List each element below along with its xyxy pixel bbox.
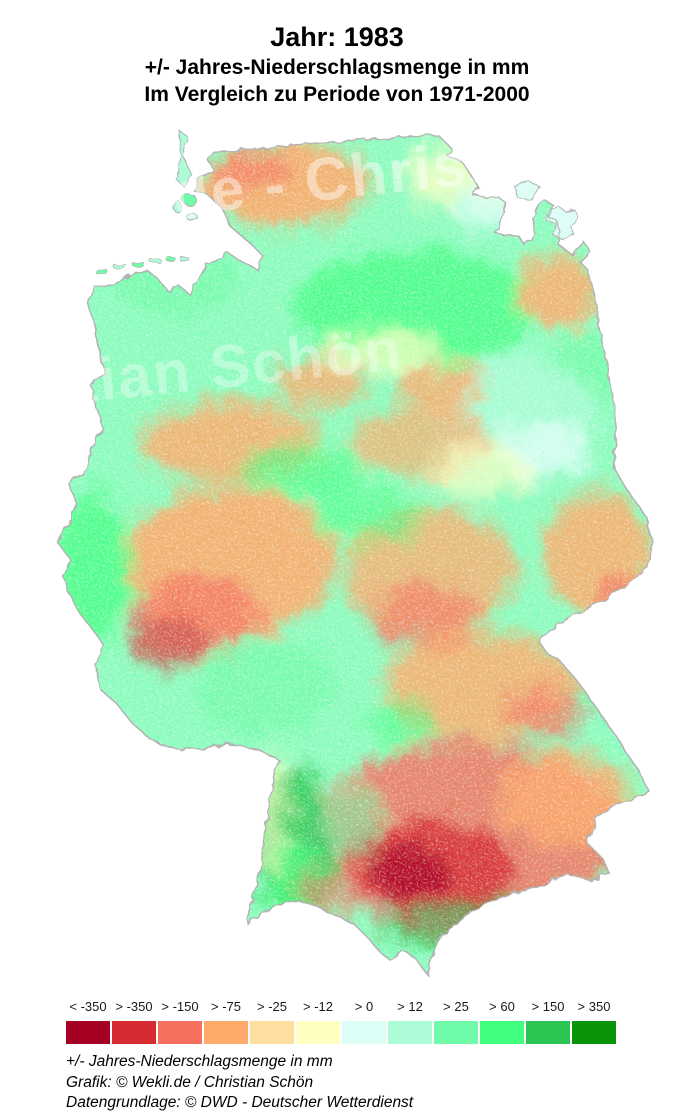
island-east-frisian bbox=[95, 256, 190, 275]
legend-swatch bbox=[388, 1021, 432, 1044]
footer-credit: Grafik: © Wekli.de / Christian Schön bbox=[66, 1073, 314, 1091]
footer: +/- Jahres-Niederschlagsmenge in mm Graf… bbox=[66, 1052, 626, 1114]
legend-label: > -150 bbox=[161, 999, 199, 1014]
island-sylt bbox=[176, 128, 192, 189]
island-north-frisian bbox=[174, 194, 199, 222]
germany-precipitation-map: wekli.de - Christian Schön wekli.de - Ch… bbox=[0, 97, 674, 984]
legend-label: > 12 bbox=[397, 999, 423, 1014]
legend-label: > -12 bbox=[303, 999, 333, 1014]
legend-swatch bbox=[66, 1021, 110, 1044]
germany-coastline-stroke bbox=[56, 134, 653, 976]
legend-swatch bbox=[204, 1021, 248, 1044]
map-raster-group bbox=[56, 128, 653, 976]
legend-label: > 350 bbox=[577, 999, 611, 1014]
legend-swatch bbox=[434, 1021, 478, 1044]
legend-label: > 25 bbox=[443, 999, 469, 1014]
anomaly-layer bbox=[57, 135, 652, 974]
germany-map-svg: wekli.de - Christian Schön wekli.de - Ch… bbox=[0, 97, 674, 976]
noise-speckle-green bbox=[57, 135, 652, 974]
header: Jahr: 1983 +/- Jahres-Niederschlagsmenge… bbox=[0, 20, 674, 108]
legend-label: > -75 bbox=[211, 999, 241, 1014]
legend-swatch bbox=[480, 1021, 524, 1044]
legend-label: > 150 bbox=[531, 999, 565, 1014]
island-fehmarn bbox=[513, 181, 542, 200]
legend-swatch bbox=[158, 1021, 202, 1044]
legend-label: > -25 bbox=[257, 999, 287, 1014]
legend-label: > 60 bbox=[489, 999, 515, 1014]
legend-label: > -350 bbox=[115, 999, 153, 1014]
footer-unit-note: +/- Jahres-Niederschlagsmenge in mm bbox=[66, 1053, 333, 1070]
legend-swatches-row bbox=[66, 1021, 618, 1044]
subtitle-line-2: Im Vergleich zu Periode von 1971-2000 bbox=[144, 83, 530, 106]
legend-label: > 0 bbox=[354, 999, 374, 1014]
legend-swatch bbox=[296, 1021, 340, 1044]
legend-swatch bbox=[342, 1021, 386, 1044]
legend-swatch bbox=[526, 1021, 570, 1044]
legend-swatch bbox=[572, 1021, 616, 1044]
page-title: Jahr: 1983 bbox=[270, 22, 404, 52]
subtitle-line-1: +/- Jahres-Niederschlagsmenge in mm bbox=[144, 56, 530, 79]
legend-swatch bbox=[250, 1021, 294, 1044]
footer-data-source: Datengrundlage: © DWD - Deutscher Wetter… bbox=[66, 1094, 414, 1111]
legend-labels-row: < -350 > -350 > -150 > -75 > -25 > -12 >… bbox=[66, 999, 618, 1014]
legend-label: < -350 bbox=[69, 999, 107, 1014]
legend-swatch bbox=[112, 1021, 156, 1044]
